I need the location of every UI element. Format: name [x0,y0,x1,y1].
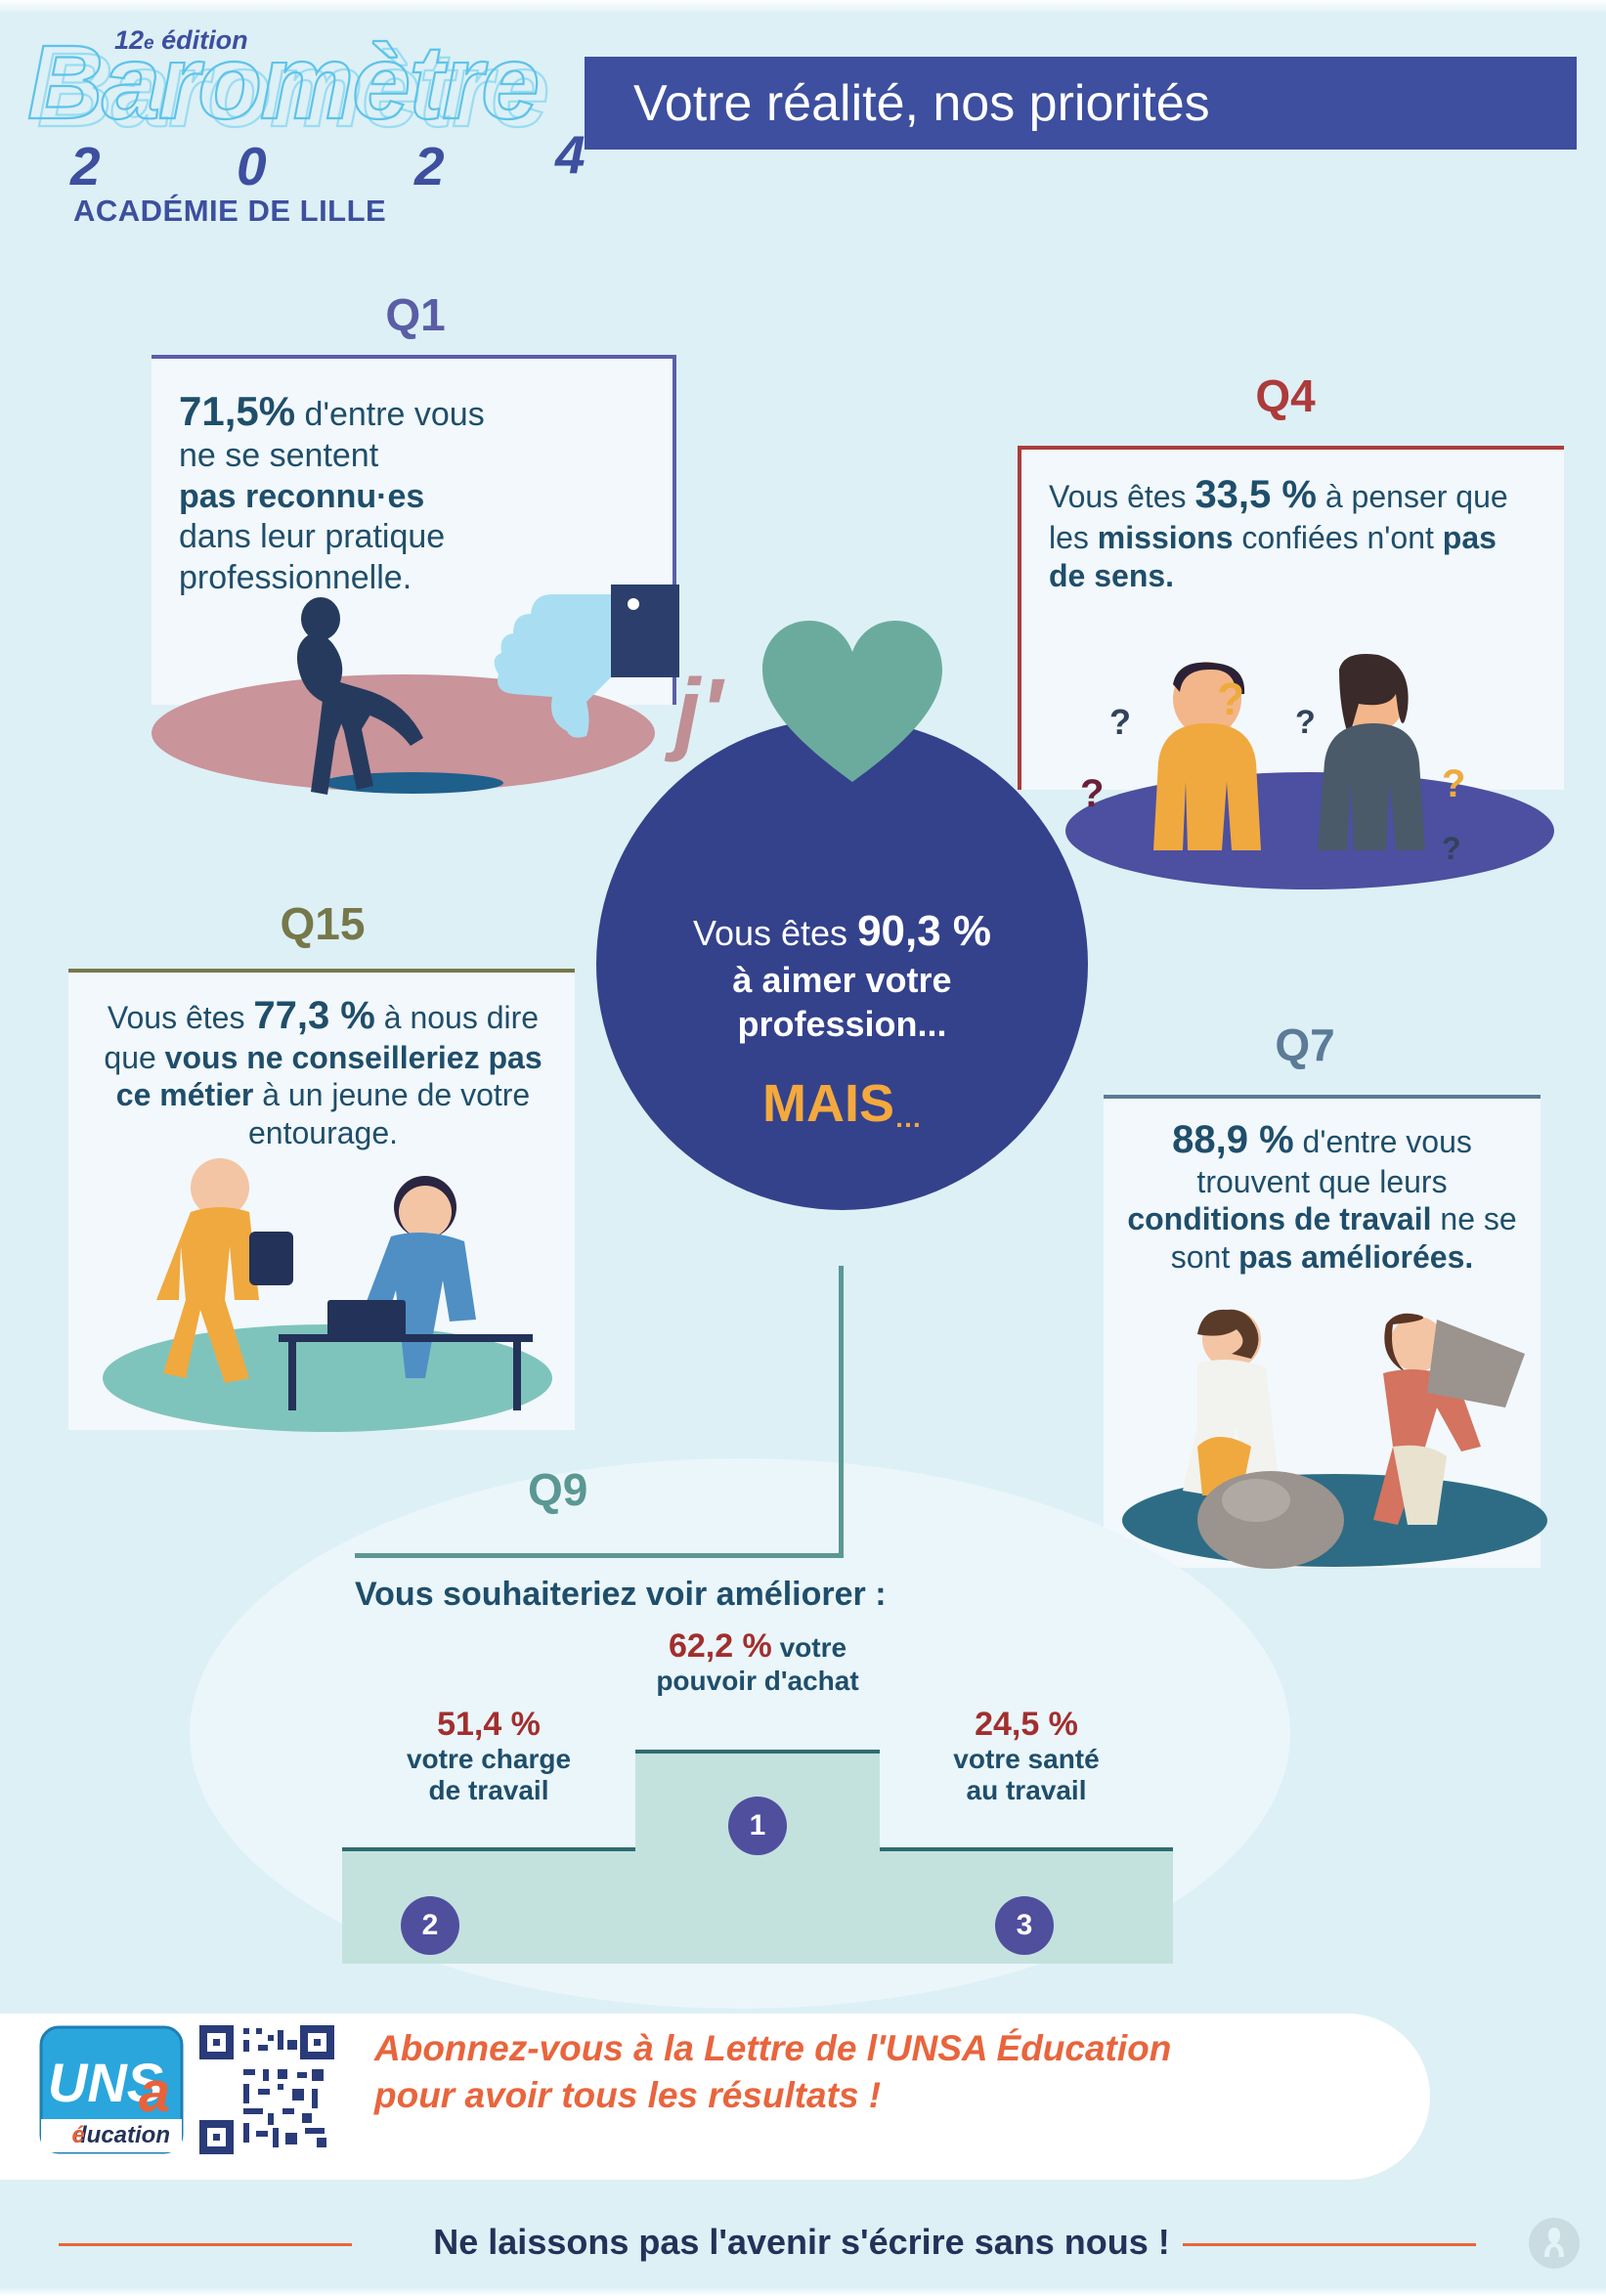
svg-text:ducation: ducation [72,2122,170,2148]
svg-text:a: a [139,2060,170,2124]
svg-text:é: é [71,2122,84,2148]
